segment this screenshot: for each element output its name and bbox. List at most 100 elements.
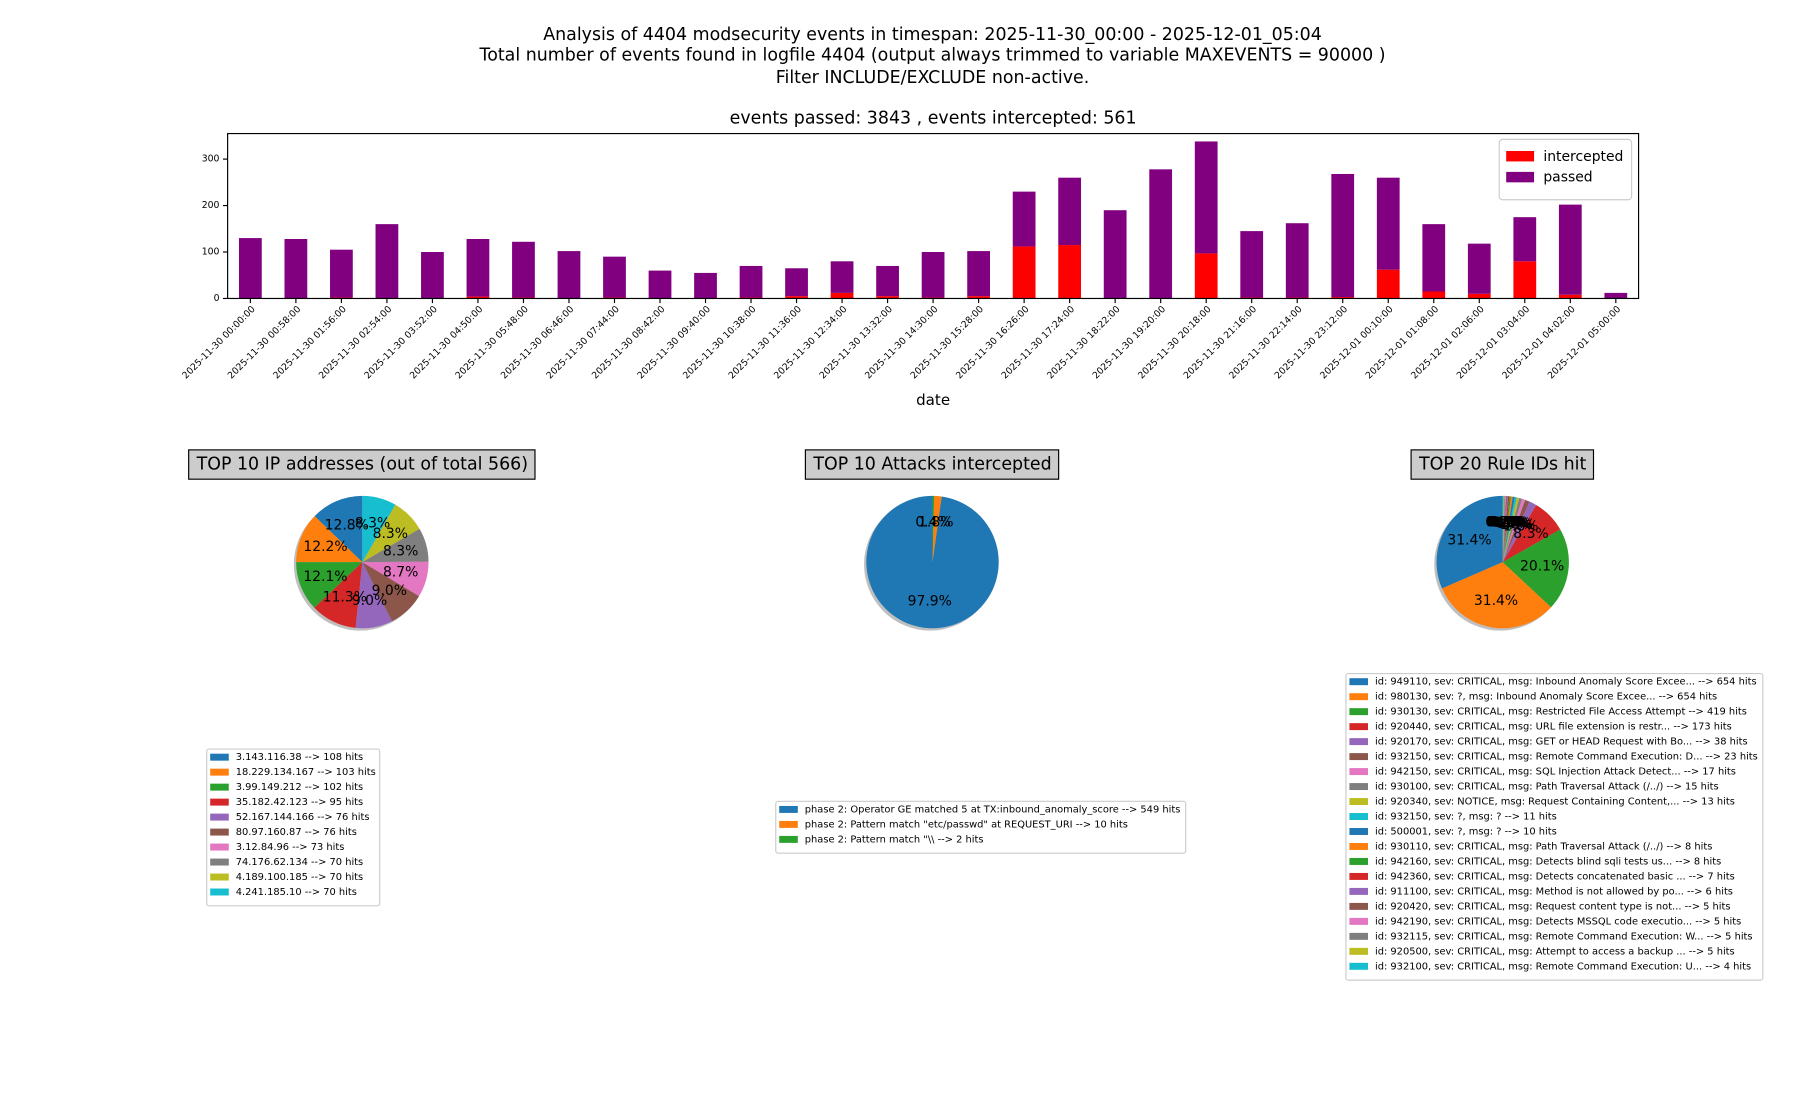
pie-label: 8.3% bbox=[383, 544, 418, 560]
pie-label: 97.9% bbox=[908, 594, 952, 610]
pie-wedge bbox=[314, 495, 363, 563]
pie-label: 11.3% bbox=[323, 590, 367, 606]
legend-swatch bbox=[210, 858, 229, 866]
pie-wedge bbox=[1502, 496, 1517, 563]
bar-segment bbox=[967, 251, 990, 297]
legend-label: 52.167.144.166 --> 76 hits bbox=[236, 812, 370, 823]
legend-swatch bbox=[1349, 857, 1368, 865]
pie-title: TOP 10 Attacks intercepted bbox=[812, 455, 1051, 475]
x-axis-label: date bbox=[916, 391, 950, 409]
pie-wedge bbox=[1502, 504, 1561, 563]
bar-segment bbox=[1012, 246, 1036, 299]
pie-wedge bbox=[932, 495, 935, 563]
pie-label: 20.1% bbox=[1520, 559, 1564, 575]
pie-wedge bbox=[932, 495, 942, 563]
pie-wedge bbox=[296, 562, 363, 608]
bar-segment bbox=[1604, 292, 1628, 299]
pie-label: 9.0% bbox=[372, 583, 407, 599]
pie-wedge bbox=[1502, 497, 1520, 563]
legend-swatch bbox=[1349, 917, 1368, 925]
bar-segment bbox=[466, 239, 490, 297]
legend-label: id: 942360, sev: CRITICAL, msg: Detects … bbox=[1375, 871, 1735, 882]
pie-wedge bbox=[1502, 496, 1513, 563]
legend-swatch bbox=[1349, 693, 1368, 701]
pie-wedge bbox=[362, 562, 420, 622]
pie-label: 0.4% bbox=[1490, 515, 1525, 531]
pie-wedge bbox=[1436, 495, 1503, 589]
pie-label: 9.0% bbox=[352, 593, 387, 609]
bar-segment bbox=[1331, 173, 1355, 298]
legend-swatch bbox=[1349, 753, 1368, 761]
plot-frame bbox=[227, 132, 1640, 300]
legend-label: 3.99.149.212 --> 102 hits bbox=[236, 782, 363, 793]
legend-label: phase 2: Pattern match "etc/passwd" at R… bbox=[805, 819, 1128, 830]
bar-segment bbox=[967, 296, 990, 299]
pie-title-box bbox=[188, 449, 536, 480]
legend-swatch bbox=[210, 828, 229, 836]
pie-label: 0.4% bbox=[915, 514, 950, 530]
legend-swatch bbox=[1349, 828, 1368, 835]
pie-wedge bbox=[1502, 529, 1569, 608]
legend-label: id: 920500, sev: CRITICAL, msg: Attempt … bbox=[1375, 946, 1735, 957]
bar-segment bbox=[1103, 210, 1127, 299]
bar-segment bbox=[1558, 204, 1582, 295]
legend-swatch bbox=[210, 753, 229, 761]
pie-wedge bbox=[296, 516, 363, 563]
legend-swatch bbox=[210, 768, 229, 776]
pie-wedge bbox=[866, 495, 999, 629]
y-tick-label: 300 bbox=[202, 154, 220, 165]
legend-swatch bbox=[210, 813, 229, 821]
pie-label: 0.7% bbox=[1496, 516, 1531, 532]
pie-label: 0.3% bbox=[1489, 515, 1524, 531]
bar-segment bbox=[1194, 141, 1218, 254]
legend-label: 74.176.62.134 --> 70 hits bbox=[236, 857, 363, 868]
bar-segment bbox=[1149, 169, 1173, 299]
bar-segment bbox=[512, 241, 535, 298]
pie-wedge bbox=[1502, 496, 1509, 563]
pie-title: TOP 10 IP addresses (out of total 566) bbox=[196, 455, 528, 475]
pie-label: 0.2% bbox=[1485, 514, 1520, 530]
pie-label: 31.4% bbox=[1447, 532, 1491, 548]
pie-wedge bbox=[1502, 498, 1526, 563]
pie-wedge bbox=[1502, 499, 1530, 563]
bar-segment bbox=[1058, 245, 1082, 299]
legend-swatch bbox=[1349, 783, 1368, 791]
legend-label: id: 920440, sev: CRITICAL, msg: URL file… bbox=[1375, 722, 1732, 733]
bar-segment bbox=[739, 265, 763, 298]
bar-segment bbox=[876, 296, 899, 299]
legend-swatch bbox=[1349, 813, 1368, 820]
bar-segment bbox=[1513, 261, 1537, 299]
pie-wedge bbox=[1502, 495, 1507, 563]
legend-label: id: 932115, sev: CRITICAL, msg: Remote C… bbox=[1375, 931, 1753, 942]
legend-swatch bbox=[1349, 962, 1368, 970]
bar-segment bbox=[1376, 177, 1400, 270]
legend-label: intercepted bbox=[1543, 149, 1623, 165]
pie-wedge bbox=[1502, 497, 1523, 563]
pie-label: 8.3% bbox=[1513, 526, 1548, 542]
legend-label: 3.12.84.96 --> 73 hits bbox=[236, 842, 345, 853]
pie-wedge bbox=[362, 504, 420, 563]
legend-swatch bbox=[1349, 798, 1368, 806]
pie-wedge bbox=[362, 561, 429, 597]
legend-swatch bbox=[1349, 902, 1368, 910]
y-tick-label: 200 bbox=[202, 200, 220, 211]
bar-segment bbox=[330, 249, 353, 298]
bar-segment bbox=[1422, 224, 1446, 292]
pie-label: 31.4% bbox=[1474, 593, 1518, 609]
legend-swatch bbox=[210, 843, 229, 851]
pie-label: 8.7% bbox=[383, 565, 418, 581]
header-line: Analysis of 4404 modsecurity events in t… bbox=[543, 25, 1322, 45]
legend-label: id: 949110, sev: CRITICAL, msg: Inbound … bbox=[1375, 677, 1757, 688]
bar-segment bbox=[1285, 223, 1309, 298]
legend-swatch bbox=[1349, 678, 1368, 686]
pie-wedge bbox=[355, 562, 393, 629]
legend-label: id: 980130, sev: ?, msg: Inbound Anomaly… bbox=[1375, 692, 1717, 703]
legend-label: phase 2: Pattern match "\\ --> 2 hits bbox=[805, 834, 984, 845]
legend-label: id: 920170, sev: CRITICAL, msg: GET or H… bbox=[1375, 737, 1748, 748]
legend-label: id: 920340, sev: NOTICE, msg: Request Co… bbox=[1375, 797, 1735, 808]
header-line: Total number of events found in logfile … bbox=[479, 46, 1386, 66]
bar-segment bbox=[876, 265, 899, 297]
bar-segment bbox=[466, 296, 490, 299]
bar-segment bbox=[694, 272, 717, 298]
pie-label: 1.1% bbox=[1500, 517, 1535, 533]
